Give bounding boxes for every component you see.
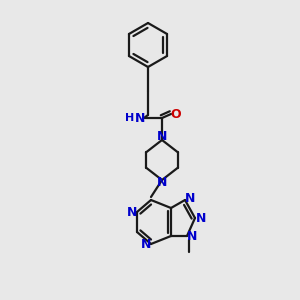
Text: N: N	[157, 130, 167, 143]
Text: N: N	[187, 230, 197, 244]
Text: O: O	[171, 107, 181, 121]
Text: N: N	[141, 238, 151, 250]
Text: H: H	[125, 113, 135, 123]
Text: N: N	[157, 176, 167, 190]
Text: N: N	[196, 212, 206, 224]
Text: N: N	[127, 206, 137, 218]
Text: N: N	[185, 191, 195, 205]
Text: N: N	[135, 112, 145, 124]
